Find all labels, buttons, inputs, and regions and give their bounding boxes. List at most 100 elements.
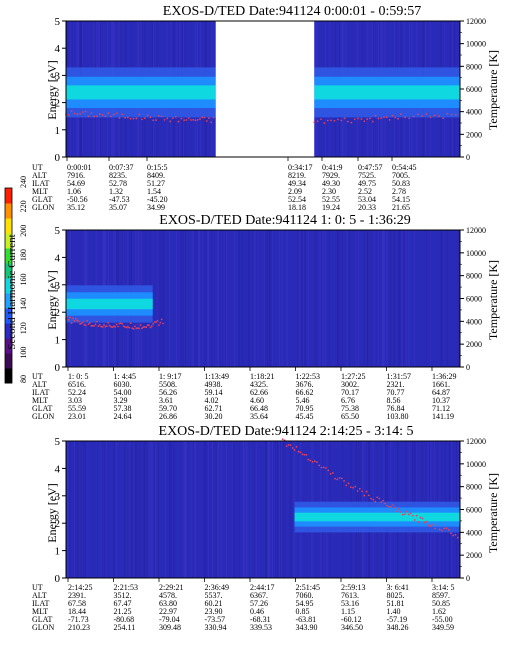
temperature-point [79,322,81,325]
table-cell: 7613. [341,591,359,600]
noise-stripe [218,230,220,367]
temperature-point [441,529,443,532]
temperature-point [421,115,423,118]
temperature-point [131,327,134,330]
noise-stripe [382,230,384,367]
noise-stripe [67,441,69,578]
temperature-point [115,323,118,326]
colorbar-tick-label: 120 [19,322,28,334]
temperature-point [121,113,124,116]
temperature-point [370,497,372,500]
y-right-tick-label: 12000 [466,17,486,26]
temperature-point [155,321,157,324]
temperature-point [129,117,132,120]
noise-stripe [346,230,348,367]
table-cell: 20.33 [358,203,376,212]
table-cell: 63.80 [159,599,177,608]
noise-stripe [314,230,316,367]
colorbar-block [5,338,12,354]
y-right-tick-label: 0 [466,153,470,162]
temperature-point [66,315,69,318]
panel-2-row-labels: UT ALT ILAT MLT GLAT GLON [32,372,54,421]
table-cell: -47.53 [109,195,130,204]
temperature-point [157,324,160,327]
table-cell: 1:18:21 [250,372,274,381]
noise-stripe [386,230,388,367]
temperature-point [156,319,159,322]
noise-stripe [170,441,172,578]
temperature-point [98,113,101,116]
noise-stripe [184,230,186,367]
noise-stripe [165,441,167,578]
temperature-point [334,477,336,480]
temperature-point [81,111,84,113]
noise-stripe [233,441,235,578]
table-cell: 22.97 [159,607,177,616]
temperature-point [84,324,87,327]
noise-stripe [248,230,250,367]
noise-stripe [425,230,427,367]
table-cell: -71.73 [68,615,89,624]
colorbar-block [5,353,12,369]
temperature-point [391,114,394,117]
table-cell: 54.95 [296,599,314,608]
table-cell: 24.64 [114,412,132,421]
temperature-point [347,120,349,123]
temperature-point [146,114,149,117]
noise-stripe [124,441,126,578]
temperature-point [403,513,406,516]
table-cell: 2.78 [392,187,406,196]
table-cell: 2.52 [358,187,372,196]
temperature-point [180,117,183,120]
table-cell: 52.55 [322,195,340,204]
table-cell: 8219. [288,171,306,180]
table-cell: 2.30 [322,187,336,196]
noise-stripe [259,230,261,367]
noise-stripe [151,441,153,578]
noise-stripe [216,441,218,578]
y-right-tick-label: 0 [466,574,470,583]
row-label-ut: UT [32,372,43,381]
temperature-point [101,326,104,328]
temperature-point [450,532,452,535]
table-cell: 1661. [432,380,450,389]
table-cell: 2:44:17 [250,583,274,592]
panel-3-plot: 0 1 2 3 4 5 0 2000 4000 6000 8000 10000 12000 2:14:25… [55,436,487,632]
temperature-point [104,115,107,118]
table-cell: 7060. [296,591,314,600]
noise-stripe [389,230,391,367]
noise-stripe [383,230,385,367]
noise-stripe [225,441,227,578]
row-label-ilat: ILAT [32,388,49,397]
y-right-tick-label: 0 [466,363,470,372]
temperature-point [96,320,98,323]
table-cell: 1:36:29 [432,372,456,381]
table-cell: 5.46 [296,396,310,405]
table-cell: 1.62 [432,607,446,616]
temperature-point [185,119,188,121]
y-right-tick-label: 10000 [466,40,486,49]
noise-stripe [399,230,401,367]
noise-stripe [157,441,159,578]
temperature-point [118,322,121,325]
table-cell: 60.21 [205,599,223,608]
row-label-ut: UT [32,163,43,172]
noise-stripe [238,441,240,578]
temperature-point [316,461,318,464]
y-tick-label: 2 [55,307,61,319]
temperature-point [295,445,298,448]
temperature-point [374,114,377,117]
table-cell: 2:51:45 [296,583,320,592]
temperature-point [363,494,366,497]
temperature-point [442,117,445,120]
temperature-point [421,517,424,520]
temperature-point [385,116,388,119]
table-cell: 1.32 [109,187,123,196]
table-cell: 5508. [159,380,177,389]
temperature-point [438,528,441,531]
table-cell: 49.75 [358,179,376,188]
noise-stripe [369,230,371,367]
table-cell: 66.62 [296,388,314,397]
table-cell: 1: 0: 5 [68,372,88,381]
temperature-point [134,325,136,328]
